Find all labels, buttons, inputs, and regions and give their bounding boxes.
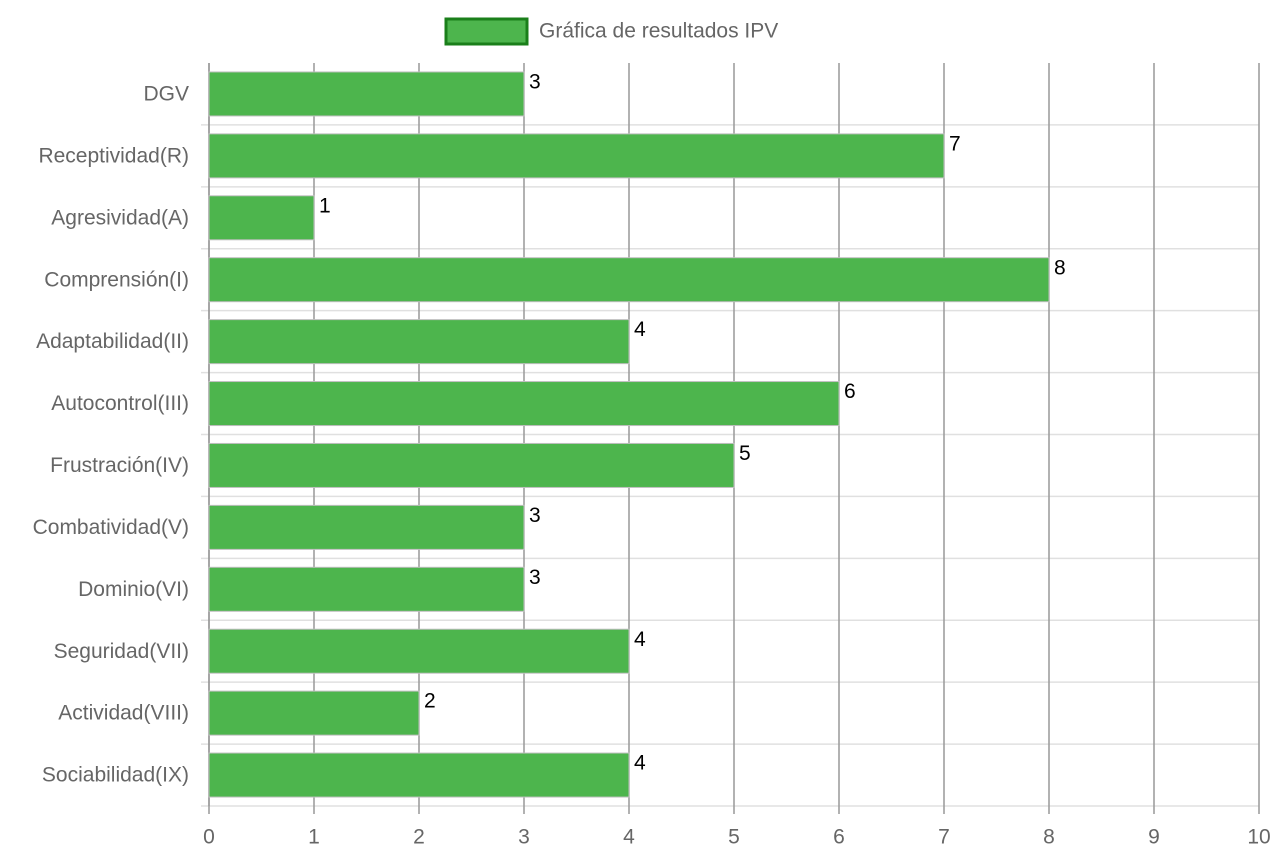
- data-label: 3: [529, 566, 541, 589]
- data-label: 6: [844, 380, 856, 403]
- legend-label[interactable]: Gráfica de resultados IPV: [539, 20, 778, 43]
- data-label: 5: [739, 442, 751, 465]
- x-tick-label: 4: [623, 826, 635, 849]
- y-tick-label: Actividad(VIII): [58, 702, 189, 725]
- x-tick-label: 2: [413, 826, 425, 849]
- x-tick-label: 8: [1043, 826, 1055, 849]
- y-tick-label: Frustración(IV): [50, 454, 189, 477]
- x-tick-label: 1: [308, 826, 320, 849]
- data-label: 4: [634, 752, 646, 775]
- legend-swatch[interactable]: [444, 17, 529, 46]
- data-label: 7: [949, 132, 961, 155]
- x-tick-label: 7: [938, 826, 950, 849]
- y-tick-label: DGV: [143, 83, 189, 106]
- x-tick-label: 6: [833, 826, 845, 849]
- y-tick-label: Agresividad(A): [51, 206, 189, 229]
- y-tick-label: Autocontrol(III): [51, 392, 189, 415]
- data-label: 3: [529, 71, 541, 94]
- x-tick-label: 10: [1247, 826, 1270, 849]
- y-tick-label: Comprensión(I): [44, 268, 189, 291]
- bar: [208, 71, 525, 117]
- x-tick-label: 5: [728, 826, 740, 849]
- y-tick-label: Sociabilidad(IX): [42, 764, 189, 787]
- data-label: 4: [634, 628, 646, 651]
- y-tick-label: Receptividad(R): [38, 144, 189, 167]
- bar: [208, 504, 525, 550]
- data-label: 3: [529, 504, 541, 527]
- x-tick-label: 9: [1148, 826, 1160, 849]
- x-tick-label: 3: [518, 826, 530, 849]
- y-tick-label: Dominio(VI): [78, 578, 189, 601]
- y-tick-label: Seguridad(VII): [54, 640, 189, 663]
- data-label: 2: [424, 690, 436, 713]
- bar: [208, 690, 420, 736]
- data-label: 1: [319, 194, 331, 217]
- data-label: 4: [634, 318, 646, 341]
- bar: [208, 752, 630, 798]
- bar: [208, 257, 1050, 303]
- bar: [208, 566, 525, 612]
- bar: [208, 442, 735, 488]
- x-tick-label: 0: [203, 826, 215, 849]
- y-tick-label: Combatividad(V): [33, 516, 189, 539]
- bar: [208, 628, 630, 674]
- bar: [208, 381, 840, 427]
- bar: [208, 319, 630, 365]
- bar: [208, 133, 945, 179]
- bar: [208, 195, 315, 241]
- data-label: 8: [1054, 256, 1066, 279]
- y-tick-label: Adaptabilidad(II): [36, 330, 189, 353]
